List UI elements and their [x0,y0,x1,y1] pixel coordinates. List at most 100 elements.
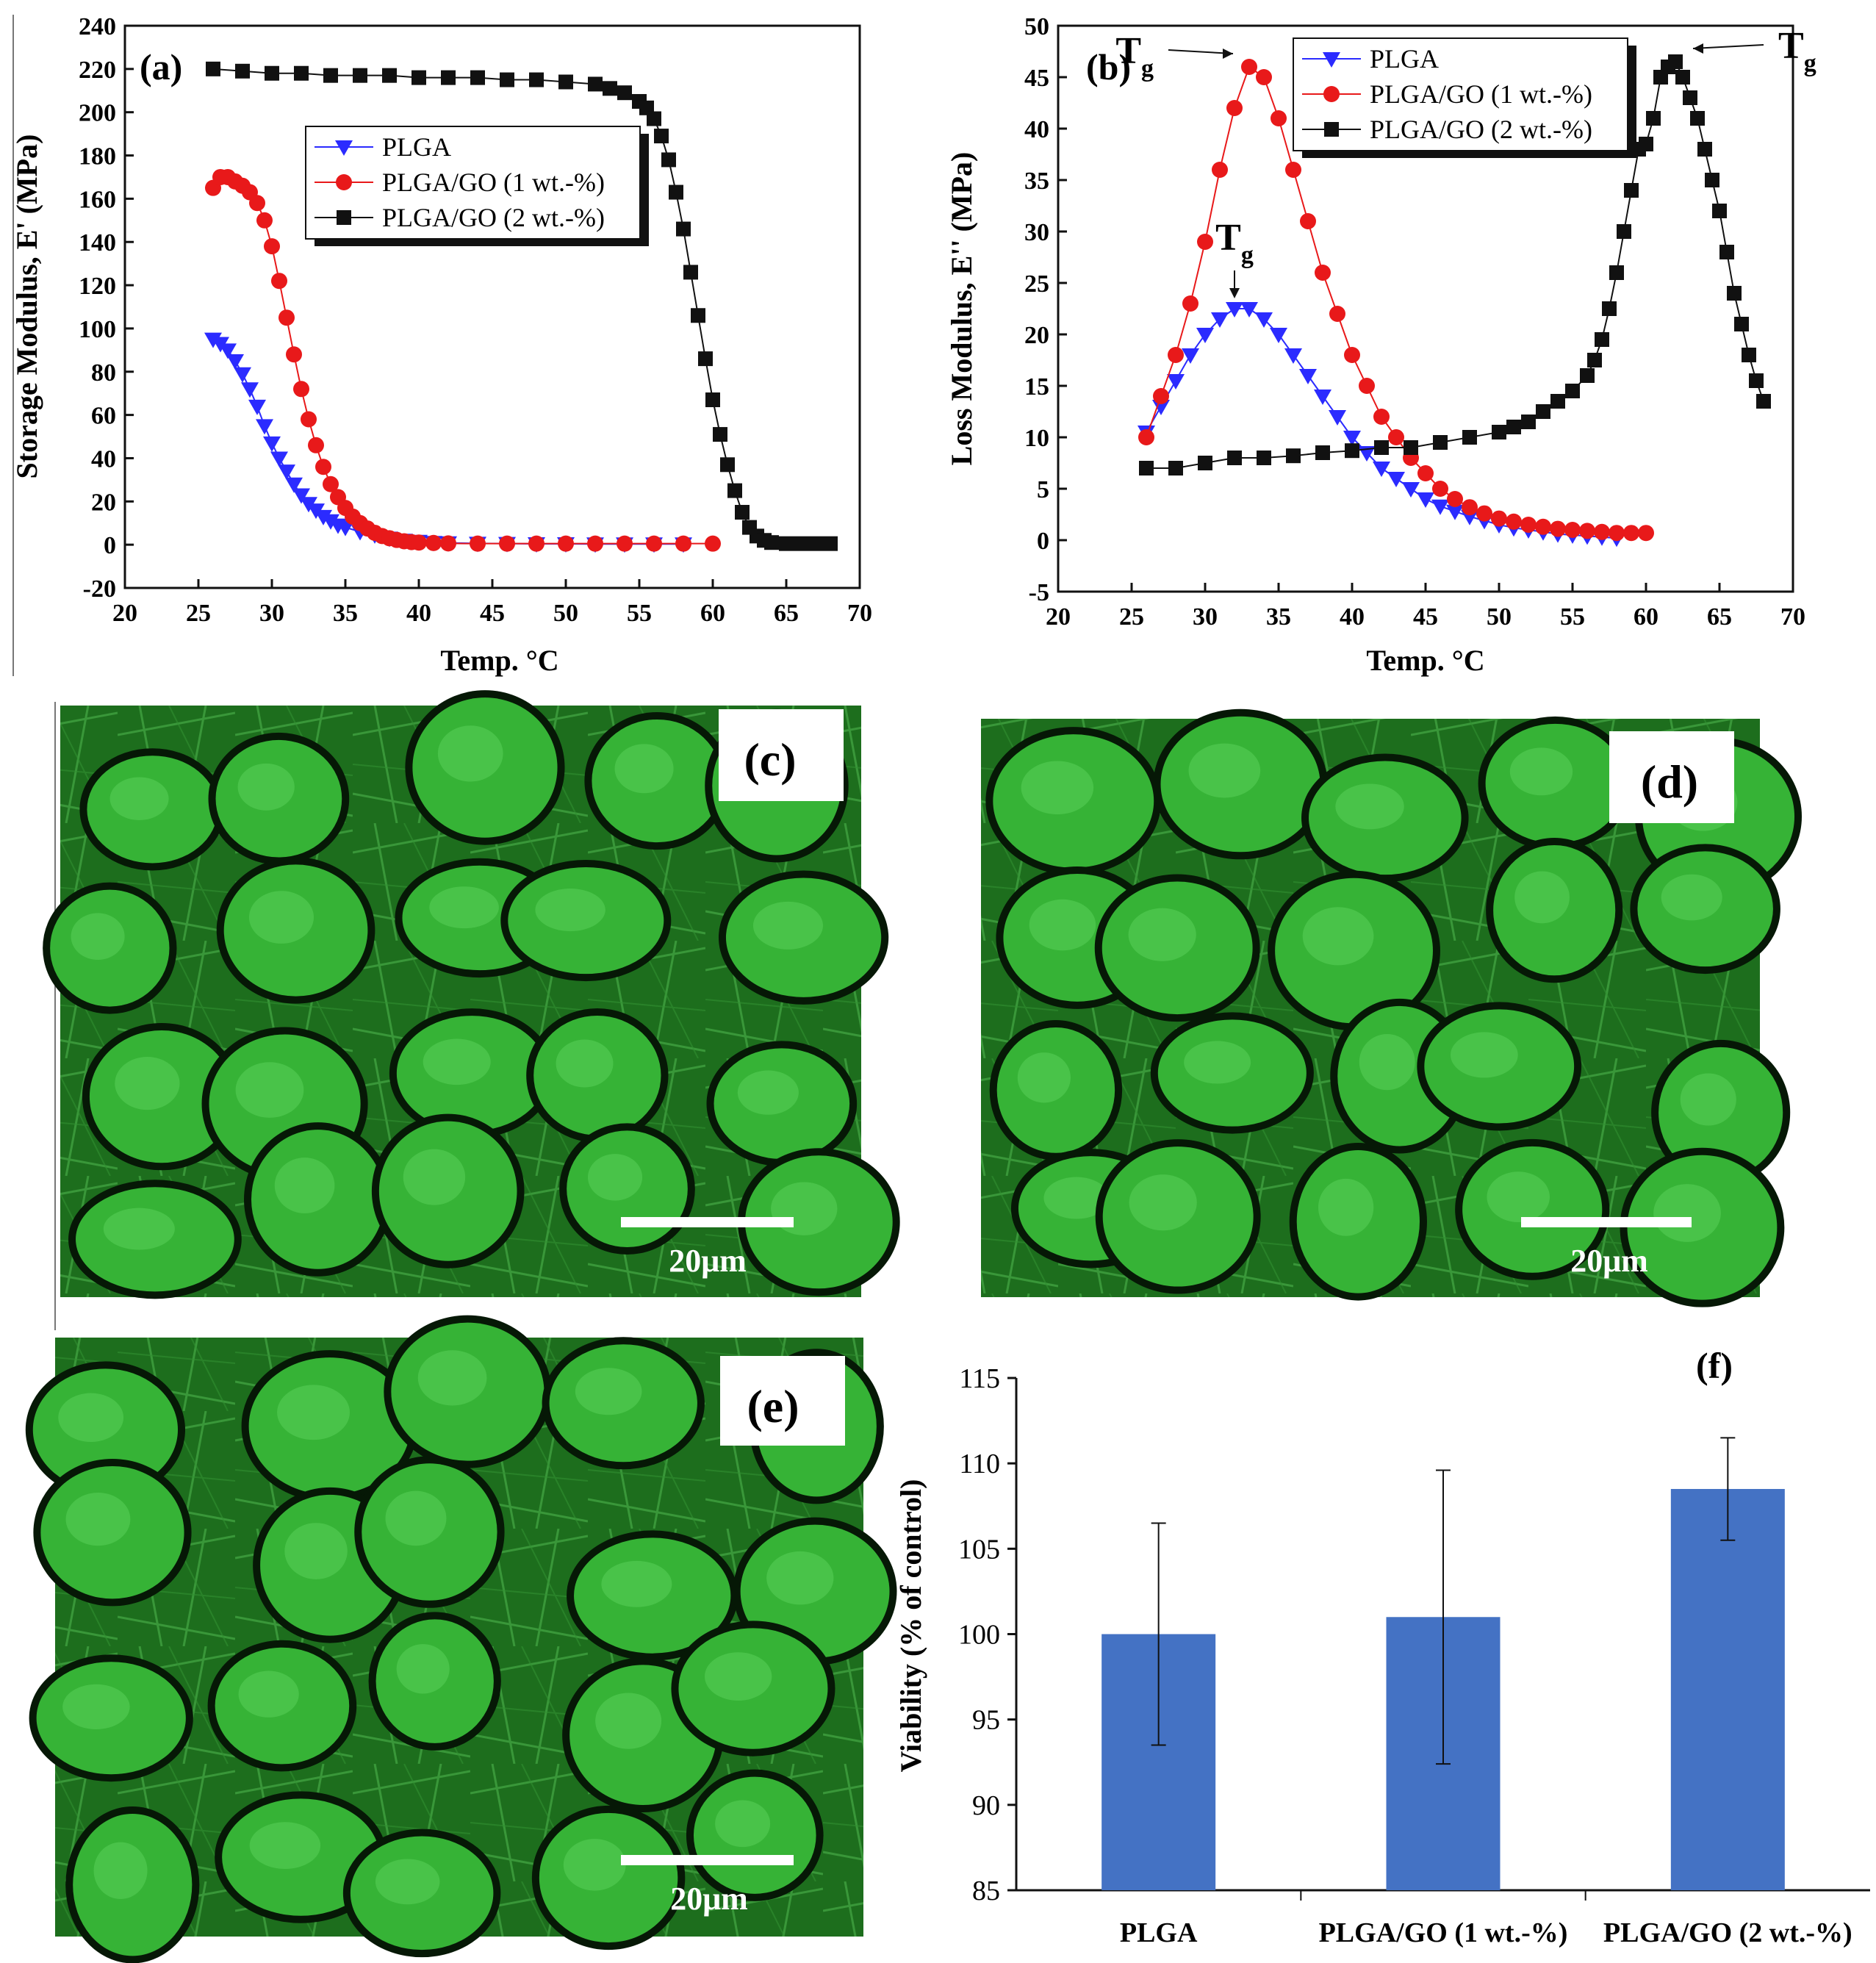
data-point-35 [587,535,603,552]
data-point-39 [1734,317,1749,331]
data-point-22 [1609,265,1624,280]
cell [714,1048,850,1160]
legend-entry-1: PLGA/GO (1 wt.-%) [1302,79,1592,109]
data-point-4 [234,367,251,383]
cell-highlight [109,777,169,820]
data-point-10 [1284,348,1302,364]
data-point-24 [691,308,705,323]
axis-ticks: 85 90 95 100 105 110 115 [958,1363,1586,1906]
cell-highlight [403,1149,466,1205]
data-point-34 [764,535,779,550]
cell-highlight [766,1551,834,1605]
data-point-2 [219,343,237,359]
y-tick-label: 30 [1024,219,1049,246]
cell-highlight [1661,874,1722,921]
micrograph-d: (d) 20μm [981,708,1803,1307]
data-point-9 [271,273,287,290]
data-point-12 [1314,390,1331,405]
data-point-38 [675,535,691,552]
data-point-33 [1623,525,1639,542]
x-tick-label: 60 [1634,603,1658,631]
data-point-20 [1432,481,1448,497]
x-tick-label: 30 [259,600,284,627]
data-point-36 [794,536,808,551]
data-point-28 [1550,520,1566,537]
data-point-11 [1462,430,1477,445]
micrograph-e: (e) 20μm [25,1315,897,1963]
cell-highlight [1043,1177,1110,1219]
y-tick-label: 40 [1024,116,1049,143]
data-point-30 [440,535,456,552]
panel-f-viability-bar-chart: 85 90 95 100 105 110 115 PLGA PLGA/GO (1 wt.-%)… [894,1345,1870,1948]
cell-highlight [752,901,823,950]
data-point-23 [683,265,698,280]
data-series [1138,54,1771,548]
data-point-29 [1564,522,1581,538]
x-tick-label: 20 [1046,603,1071,631]
data-point-22 [676,221,691,237]
data-point-9 [270,451,288,467]
y-tick-label: 160 [79,186,116,213]
x-tick-label: 35 [1266,603,1291,631]
cell-highlight [93,1842,148,1900]
cell-highlight [1318,1178,1374,1236]
cell [396,1016,547,1131]
cell-highlight [249,1822,321,1870]
cells [43,690,900,1299]
cell-highlight [65,1493,131,1546]
cell-highlight [1128,908,1196,961]
data-point-21 [1447,491,1463,507]
data-point-26 [705,392,720,408]
x-axis-label: Temp. °C [440,644,558,677]
panel-tag: (c) [744,733,796,786]
cell [36,1662,186,1775]
cell-highlight [1450,1032,1518,1078]
data-point-8 [263,436,281,452]
x-tick-label: 60 [700,600,725,627]
cell [1309,761,1462,875]
cell [412,697,558,838]
data-point-33 [1690,111,1705,126]
cell [215,739,342,858]
cell-highlight [235,1062,304,1118]
data-point-7 [1345,443,1359,459]
cell [1424,1009,1575,1124]
data-point-27 [713,427,727,442]
cell [996,1027,1115,1153]
cell-highlight [715,1800,771,1848]
cell [549,1344,697,1463]
y-tick-label: 90 [972,1790,1000,1821]
cell [1296,1150,1420,1293]
x-tick-label: 50 [553,600,578,627]
x-tick-label: 25 [1119,603,1144,631]
cell [32,1368,179,1491]
tg-label: Tg [1778,25,1816,77]
data-point-20 [661,152,676,168]
y-tick-label: 40 [91,445,116,473]
data-point-legend [1324,122,1339,137]
data-point-11 [285,477,303,493]
y-tick-label: 115 [959,1363,1000,1394]
cell-highlight [601,1560,672,1607]
legend-label: PLGA/GO (2 wt.-%) [1370,115,1592,144]
data-point-8 [1374,440,1389,455]
scale-bar-label: 20μm [1570,1243,1648,1279]
data-point-18 [1402,482,1420,498]
data-point-8 [1255,312,1273,328]
data-point-16 [1550,394,1565,409]
data-point-9 [1404,440,1418,455]
tg-subscript: g [1141,55,1154,82]
data-point-15 [1536,404,1550,419]
data-point-11 [286,346,302,363]
data-point-5 [1212,162,1228,178]
y-tick-label: 180 [79,143,116,171]
cell-highlight [62,1684,130,1730]
cell-highlight [274,1158,335,1213]
legend-entry-0: PLGA [1302,44,1439,73]
tg-arrowhead [1693,43,1703,54]
data-point-36 [617,535,633,552]
data-point-21 [1602,301,1617,316]
plot-frame [123,24,861,589]
panel-b-loss-modulus-chart: 20 25 30 35 40 45 50 55 60 65 70 -5 0 5 10 15 20 25 30 35 40… [945,13,1816,677]
y-axis-label: Storage Modulus, E' (MPa) [10,134,43,479]
